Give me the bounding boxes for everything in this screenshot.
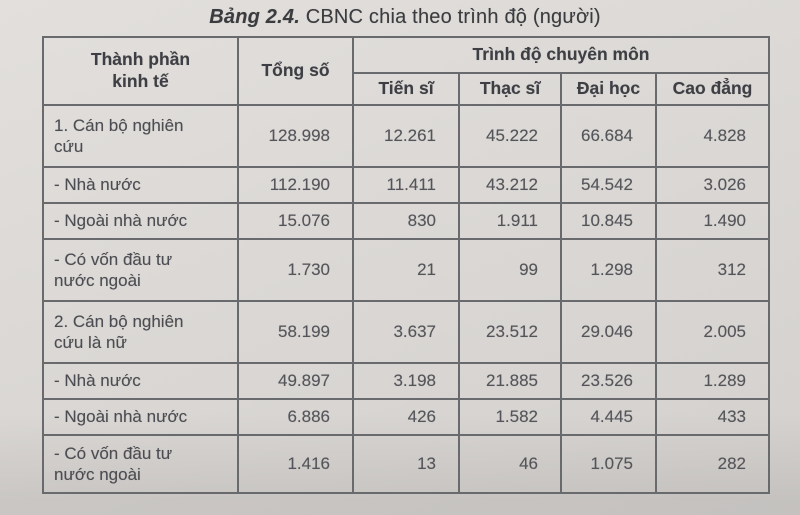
cao-dang-cell: 3.026 [654, 166, 771, 204]
row-label: - Có vốn đầu tư nước ngoài [42, 434, 239, 494]
thac-si-cell: 43.212 [458, 166, 562, 204]
cao-dang-cell: 1.490 [654, 202, 771, 240]
thac-si-cell: 46 [458, 434, 562, 494]
dai-hoc-cell: 1.075 [560, 434, 657, 494]
tien-si-cell: 21 [352, 238, 460, 302]
row-label: 1. Cán bộ nghiên cứu [42, 104, 239, 168]
table-caption: Bảng 2.4. CBNC chia theo trình độ (người… [42, 6, 768, 29]
row-label: - Nhà nước [42, 362, 239, 400]
dai-hoc-cell: 29.046 [560, 300, 657, 364]
cao-dang-cell: 4.828 [654, 104, 771, 168]
table-row: - Có vốn đầu tư nước ngoài 1.730 21 99 1… [42, 238, 771, 302]
header-tien-si: Tiến sĩ [352, 72, 460, 106]
row-label: 2. Cán bộ nghiên cứu là nữ [42, 300, 239, 364]
thac-si-cell: 99 [458, 238, 562, 302]
header-qualification-group: Trình độ chuyên môn [351, 36, 771, 74]
total-cell: 1.416 [237, 434, 354, 494]
thac-si-cell: 23.512 [458, 300, 562, 364]
tien-si-cell: 3.637 [352, 300, 460, 364]
total-cell: 128.998 [237, 104, 354, 168]
tien-si-cell: 13 [352, 434, 460, 494]
total-cell: 15.076 [237, 202, 354, 240]
cao-dang-cell: 2.005 [654, 300, 771, 364]
table-row: - Nhà nước 49.897 3.198 21.885 23.526 1.… [42, 362, 771, 400]
tien-si-cell: 12.261 [352, 104, 460, 168]
total-cell: 6.886 [237, 398, 354, 436]
cao-dang-cell: 282 [654, 434, 771, 494]
tien-si-cell: 426 [352, 398, 460, 436]
table-row: - Ngoài nhà nước 6.886 426 1.582 4.445 4… [42, 398, 771, 436]
header-total: Tổng số [237, 36, 354, 106]
thac-si-cell: 1.911 [458, 202, 562, 240]
tien-si-cell: 830 [352, 202, 460, 240]
row-label: - Ngoài nhà nước [42, 202, 239, 240]
total-cell: 58.199 [237, 300, 354, 364]
statistics-table: Thành phần kinh tế Tổng số Trình độ chuy… [42, 36, 771, 494]
header-thac-si: Thạc sĩ [458, 72, 562, 106]
thac-si-cell: 21.885 [458, 362, 562, 400]
dai-hoc-cell: 4.445 [560, 398, 657, 436]
table-row: 2. Cán bộ nghiên cứu là nữ 58.199 3.637 … [42, 300, 771, 364]
header-cao-dang: Cao đẳng [654, 72, 771, 106]
table-row: - Ngoài nhà nước 15.076 830 1.911 10.845… [42, 202, 771, 240]
tien-si-cell: 11.411 [352, 166, 460, 204]
thac-si-cell: 1.582 [458, 398, 562, 436]
header-economic-sector: Thành phần kinh tế [42, 36, 239, 106]
tien-si-cell: 3.198 [352, 362, 460, 400]
total-cell: 49.897 [237, 362, 354, 400]
table-row: - Nhà nước 112.190 11.411 43.212 54.542 … [42, 166, 771, 204]
dai-hoc-cell: 1.298 [560, 238, 657, 302]
dai-hoc-cell: 10.845 [560, 202, 657, 240]
row-label: - Có vốn đầu tư nước ngoài [42, 238, 239, 302]
dai-hoc-cell: 54.542 [560, 166, 657, 204]
dai-hoc-cell: 23.526 [560, 362, 657, 400]
row-label: - Ngoài nhà nước [42, 398, 239, 436]
total-cell: 112.190 [237, 166, 354, 204]
header-row-group: Thành phần kinh tế Tổng số Trình độ chuy… [42, 36, 771, 106]
cao-dang-cell: 433 [654, 398, 771, 436]
dai-hoc-cell: 66.684 [560, 104, 657, 168]
table-caption-text: CBNC chia theo trình độ (người) [299, 6, 601, 28]
table-row: - Có vốn đầu tư nước ngoài 1.416 13 46 1… [42, 434, 771, 494]
cao-dang-cell: 1.289 [654, 362, 771, 400]
header-dai-hoc: Đại học [560, 72, 657, 106]
table-caption-number: Bảng 2.4. [209, 6, 300, 28]
table-row: 1. Cán bộ nghiên cứu 128.998 12.261 45.2… [42, 104, 771, 168]
row-label: - Nhà nước [42, 166, 239, 204]
total-cell: 1.730 [237, 238, 354, 302]
thac-si-cell: 45.222 [458, 104, 562, 168]
cao-dang-cell: 312 [654, 238, 771, 302]
header-row-sub: Tiến sĩ Thạc sĩ Đại học Cao đẳng [43, 72, 771, 106]
